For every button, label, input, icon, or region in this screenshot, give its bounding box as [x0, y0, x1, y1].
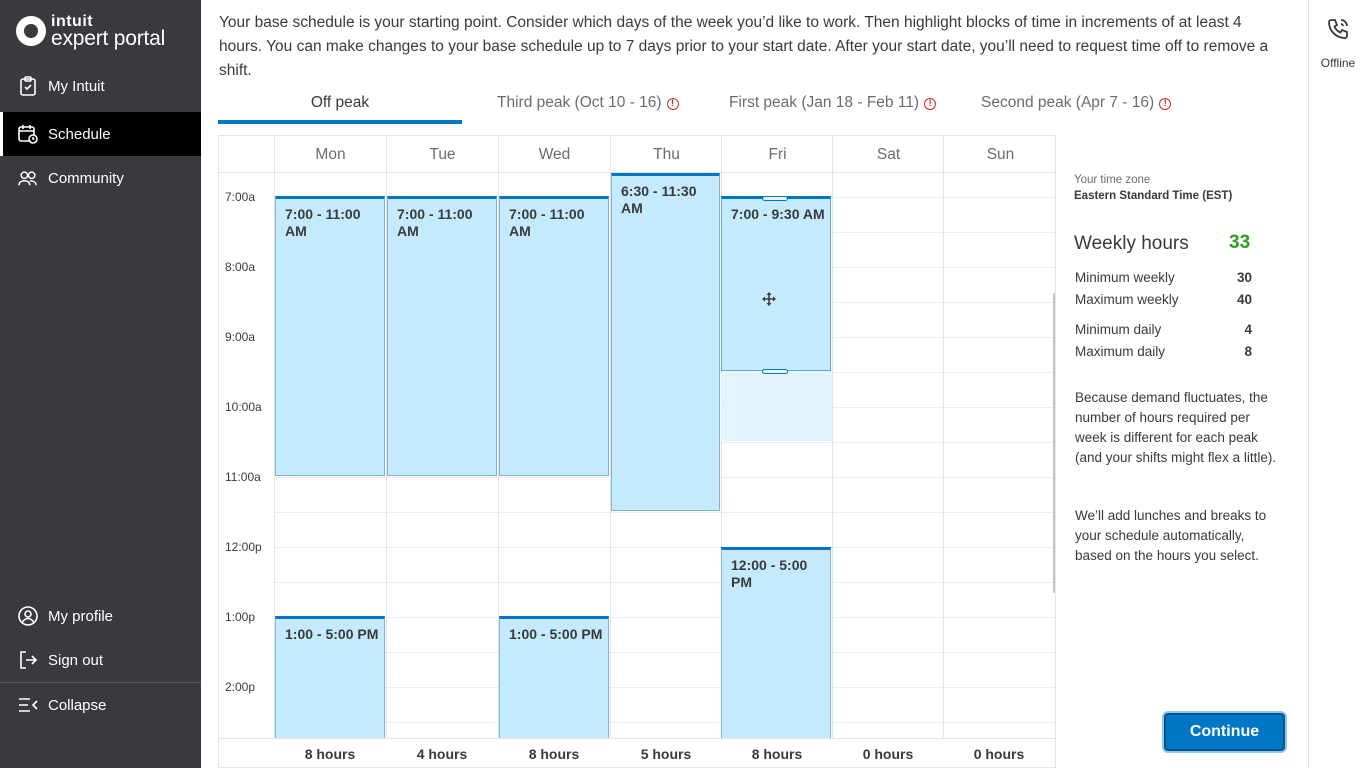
- right-rail: Offline: [1308, 0, 1366, 768]
- time-label: 11:00a: [225, 470, 261, 484]
- day-header: Tue: [386, 136, 498, 173]
- intro-text: Your base schedule is your starting poin…: [219, 14, 1269, 79]
- daily-total: 8 hours: [528, 746, 580, 762]
- tab-second-peak[interactable]: Second peak (Apr 7 - 16)!: [981, 94, 1172, 124]
- sidebar-item-my-intuit[interactable]: My Intuit: [0, 64, 201, 108]
- day-header: Thu: [610, 136, 722, 173]
- shift-block[interactable]: 1:00 - 5:00 PM: [275, 616, 385, 738]
- sidebar-item-label: Collapse: [48, 696, 107, 714]
- continue-button[interactable]: Continue: [1164, 713, 1285, 751]
- day-header: Wed: [498, 136, 610, 173]
- sidebar-item-sign-out[interactable]: Sign out: [0, 638, 201, 682]
- people-icon: [18, 168, 38, 188]
- sidebar-item-schedule[interactable]: Schedule: [0, 112, 201, 156]
- shift-block[interactable]: 7:00 - 11:00 AM: [499, 196, 609, 476]
- daily-total: 8 hours: [751, 746, 803, 762]
- stat-value: 4: [1244, 322, 1252, 337]
- active-tab-indicator: [218, 120, 462, 124]
- daily-totals: 8 hours 4 hours 8 hours 5 hours 8 hours …: [219, 738, 1055, 767]
- intuit-logo-icon: [16, 16, 46, 46]
- shift-block[interactable]: 7:00 - 11:00 AM: [275, 196, 385, 476]
- daily-total: 4 hours: [416, 746, 468, 762]
- resize-handle-top[interactable]: [762, 196, 788, 201]
- sidebar-item-my-profile[interactable]: My profile: [0, 594, 201, 638]
- tab-first-peak[interactable]: First peak (Jan 18 - Feb 11)!: [729, 94, 937, 124]
- calendar-grid[interactable]: 7:00a 8:00a 9:00a 10:00a 11:00a 12:00p 1…: [219, 173, 1055, 738]
- shift-block[interactable]: 6:30 - 11:30 AM: [611, 173, 720, 511]
- breaks-note: We’ll add lunches and breaks to your sch…: [1075, 508, 1267, 563]
- stat-value: 8: [1244, 344, 1252, 359]
- schedule-calendar: Mon Tue Wed Thu Fri Sat Sun: [218, 135, 1056, 768]
- stat-label: Minimum daily: [1075, 322, 1162, 337]
- sidebar-divider: [0, 682, 201, 683]
- timezone-label: Your time zone: [1074, 174, 1151, 186]
- stat-value: 40: [1236, 292, 1252, 307]
- tab-off-peak[interactable]: Off peak: [310, 94, 370, 111]
- day-header: Mon: [274, 136, 386, 173]
- stat-label: Maximum weekly: [1075, 292, 1179, 307]
- move-cursor-icon: [762, 292, 776, 306]
- shift-block[interactable]: 7:00 - 11:00 AM: [387, 196, 497, 476]
- weekly-hours-value: 33: [1229, 232, 1251, 253]
- peak-tabs: Off peak Third peak (Oct 10 - 16)! First…: [218, 94, 1198, 124]
- timezone-value: Eastern Standard Time (EST): [1074, 190, 1233, 202]
- warning-icon: !: [924, 98, 937, 110]
- sidebar: intuit expert portal My Intuit Schedule …: [0, 0, 201, 768]
- sidebar-item-collapse[interactable]: Collapse: [0, 683, 201, 727]
- daily-total: 5 hours: [640, 746, 692, 762]
- sidebar-item-label: My profile: [48, 607, 114, 625]
- resize-handle-bottom[interactable]: [762, 369, 788, 374]
- time-label: 2:00p: [225, 680, 256, 694]
- agent-status-label: Offline: [1320, 56, 1356, 70]
- collapse-icon: [18, 695, 38, 715]
- daily-total: 8 hours: [304, 746, 356, 762]
- logo: intuit expert portal: [16, 12, 166, 50]
- sidebar-item-label: Sign out: [48, 651, 104, 669]
- stat-value: 30: [1236, 270, 1252, 285]
- time-label: 1:00p: [225, 610, 256, 624]
- sidebar-item-community[interactable]: Community: [0, 156, 201, 200]
- stat-label: Minimum weekly: [1075, 270, 1175, 285]
- time-label: 8:00a: [225, 260, 256, 274]
- logo-product: expert portal: [51, 26, 166, 50]
- logo-brand: intuit: [51, 12, 94, 30]
- calendar-clock-icon: [18, 124, 38, 144]
- time-label: 7:00a: [225, 190, 256, 204]
- shift-block-selected[interactable]: 7:00 - 9:30 AM: [721, 196, 831, 371]
- shift-block[interactable]: 12:00 - 5:00 PM: [721, 547, 831, 738]
- drag-preview: [721, 371, 832, 441]
- warning-icon: !: [666, 98, 679, 110]
- user-circle-icon: [18, 606, 38, 626]
- stat-label: Maximum daily: [1075, 344, 1166, 359]
- day-header: Sat: [832, 136, 944, 173]
- day-header: Sun: [943, 136, 1055, 173]
- sidebar-item-label: Schedule: [48, 125, 111, 143]
- time-label: 9:00a: [225, 330, 256, 344]
- calendar-header: Mon Tue Wed Thu Fri Sat Sun: [219, 136, 1055, 173]
- sidebar-item-label: Community: [48, 169, 124, 187]
- sign-out-icon: [18, 650, 38, 670]
- shift-block[interactable]: 1:00 - 5:00 PM: [499, 616, 609, 738]
- day-header: Fri: [721, 136, 833, 173]
- calendar-scrollbar[interactable]: [1053, 293, 1055, 593]
- time-label: 12:00p: [225, 540, 262, 554]
- clipboard-icon: [18, 76, 38, 96]
- phone-icon[interactable]: [1326, 17, 1350, 41]
- warning-icon: !: [1159, 98, 1172, 110]
- weekly-hours-label: Weekly hours: [1074, 233, 1189, 254]
- sidebar-item-label: My Intuit: [48, 77, 105, 95]
- demand-note: Because demand fluctuates, the number of…: [1075, 390, 1277, 465]
- daily-total: 0 hours: [862, 746, 914, 762]
- time-label: 10:00a: [225, 400, 262, 414]
- daily-total: 0 hours: [973, 746, 1025, 762]
- tab-third-peak[interactable]: Third peak (Oct 10 - 16)!: [497, 94, 679, 124]
